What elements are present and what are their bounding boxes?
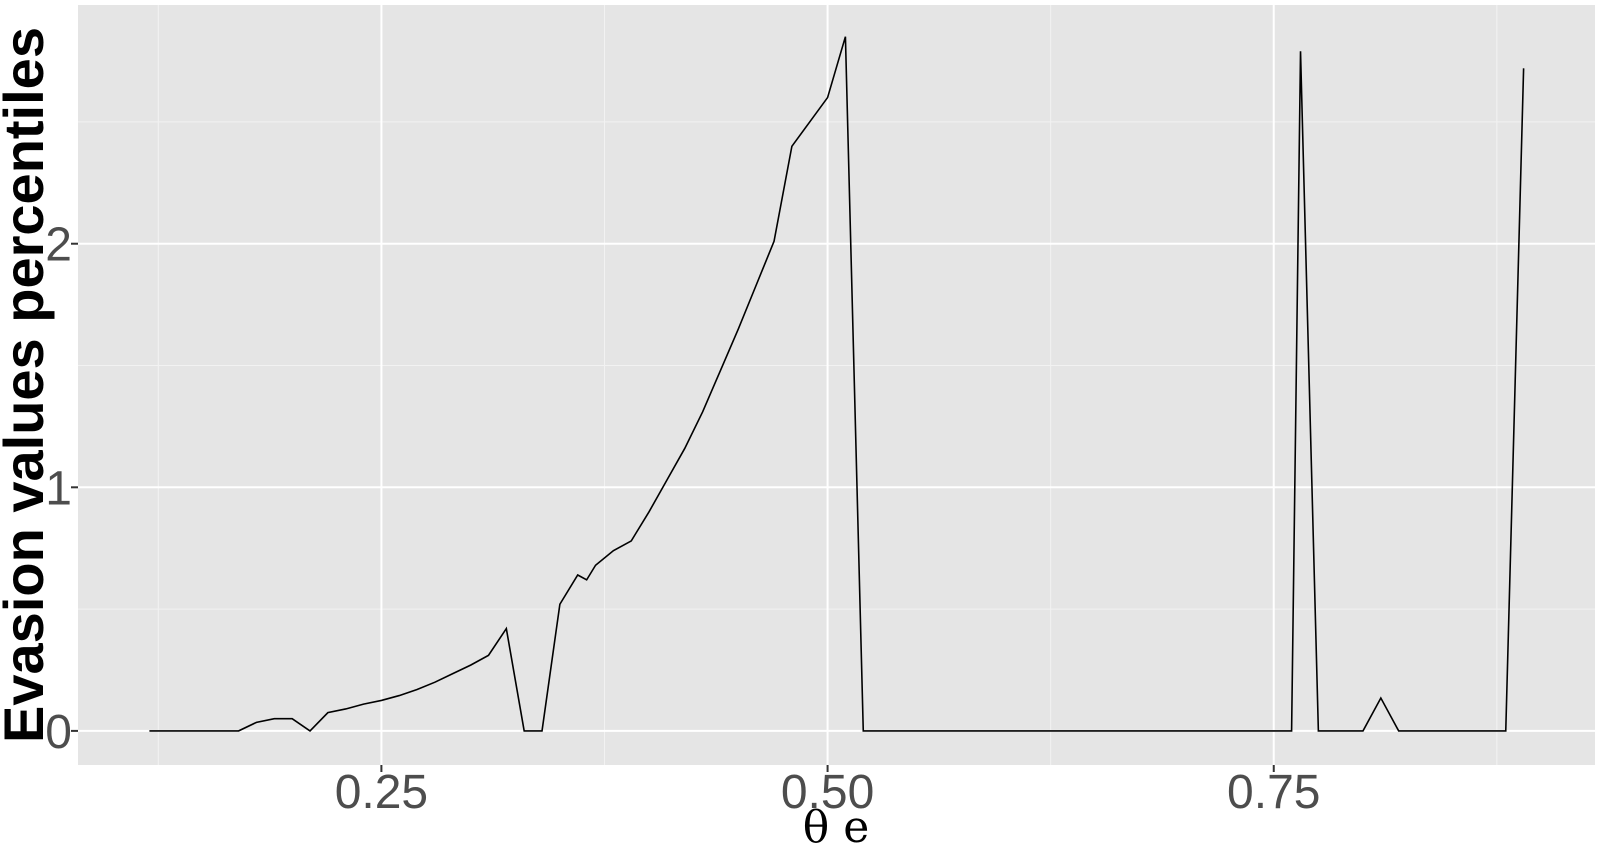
x-axis: 0.25 0.50 0.75	[335, 765, 1320, 819]
grid-major	[78, 5, 1595, 765]
y-tick-label-2: 2	[45, 219, 72, 272]
plot-panel	[78, 5, 1595, 765]
grid-minor	[78, 5, 1595, 765]
y-tick-label-0: 0	[45, 706, 72, 759]
y-tick-label-1: 1	[45, 462, 72, 515]
x-tick-label-1: 0.50	[781, 766, 874, 819]
x-tick-label-2: 0.75	[1227, 766, 1320, 819]
x-tick-label-0: 0.25	[335, 766, 428, 819]
y-axis: 0 1 2	[45, 219, 78, 759]
series-line	[149, 36, 1525, 732]
x-axis-title: θ e	[803, 802, 870, 850]
y-axis-title: Evasion values percentiles	[0, 27, 55, 743]
